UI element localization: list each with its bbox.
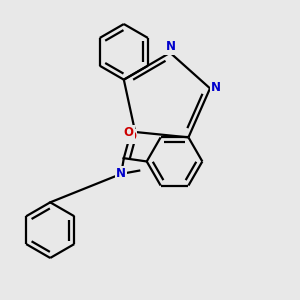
Text: N: N	[211, 81, 221, 94]
Text: O: O	[126, 130, 136, 143]
Text: O: O	[124, 127, 134, 140]
Text: N: N	[116, 167, 126, 180]
Text: N: N	[166, 40, 176, 53]
